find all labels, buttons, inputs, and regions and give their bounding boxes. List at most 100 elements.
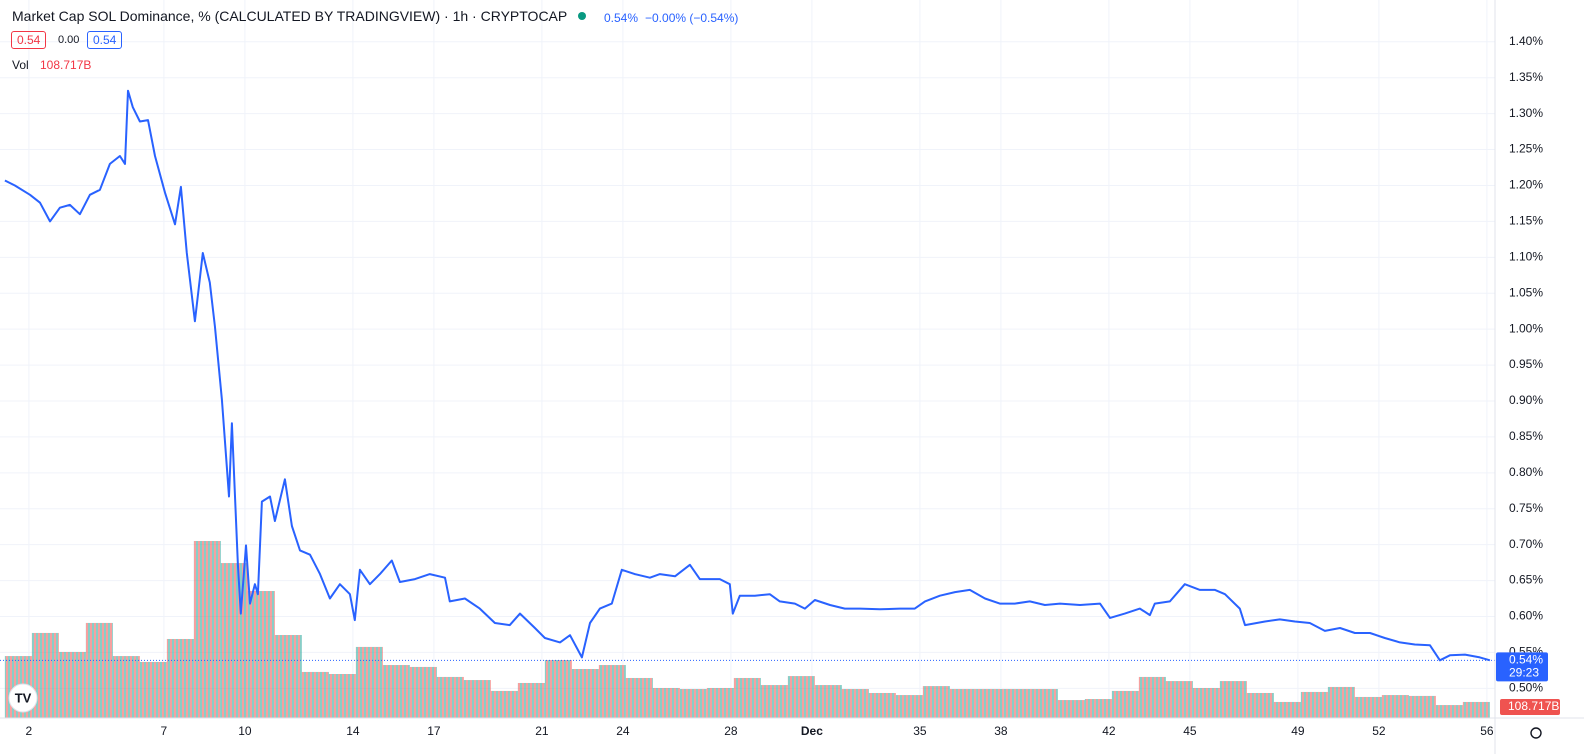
y-tick-label: 0.70% (1509, 537, 1543, 551)
y-tick-label: 1.05% (1509, 285, 1543, 299)
volume-bar (1435, 705, 1463, 718)
y-tick-label: 1.15% (1509, 214, 1543, 228)
volume-bar (1084, 699, 1112, 718)
volume-bar (1003, 689, 1031, 718)
y-tick-label: 0.65% (1509, 573, 1543, 587)
volume-value: 108.717B (40, 58, 92, 72)
x-tick-label: 45 (1183, 724, 1197, 738)
x-tick-label: 7 (161, 724, 168, 738)
volume-bar (1111, 690, 1139, 718)
volume-bar (1219, 681, 1247, 718)
status-dot (578, 12, 586, 20)
x-tick-label: 38 (994, 724, 1008, 738)
volume-bar (544, 660, 572, 718)
countdown: 29:23 (1509, 665, 1539, 679)
volume-bar (1138, 676, 1166, 718)
x-tick-label: 17 (427, 724, 441, 738)
volume-bar (1354, 696, 1382, 718)
volume-last-label: 108.717B (1508, 699, 1559, 713)
volume-bar (1327, 686, 1355, 718)
volume-bar (571, 669, 599, 718)
volume-bar (139, 661, 167, 718)
x-tick-label: 21 (535, 724, 549, 738)
volume-bar (409, 666, 437, 718)
volume-bar (895, 695, 923, 718)
y-tick-label: 0.85% (1509, 429, 1543, 443)
y-tick-label: 0.90% (1509, 393, 1543, 407)
x-tick-label: 52 (1372, 724, 1386, 738)
y-tick-label: 0.50% (1509, 681, 1543, 695)
y-tick-label: 1.30% (1509, 106, 1543, 120)
volume-bar (1246, 692, 1274, 718)
volume-bar (436, 676, 464, 718)
price-line (4, 89, 1491, 662)
spread: 0.00 (58, 34, 80, 46)
y-tick-label: 1.10% (1509, 249, 1543, 263)
volume-bar (328, 674, 356, 718)
y-tick-label: 0.95% (1509, 357, 1543, 371)
x-tick-label: 14 (346, 724, 360, 738)
quote: 0.54% (604, 11, 639, 25)
y-tick-label: 1.25% (1509, 142, 1543, 156)
volume-bar (301, 671, 329, 718)
volume-bar (841, 689, 869, 718)
volume-bar (382, 665, 410, 718)
logo-mark: TV (15, 690, 32, 705)
volume-bar (706, 687, 734, 718)
volume-bar (490, 690, 518, 718)
volume-bar (1057, 700, 1085, 718)
volume-last-box (1500, 699, 1560, 716)
volume-bar (787, 676, 815, 718)
x-tick-label: 56 (1480, 724, 1494, 738)
y-tick-label: 0.80% (1509, 465, 1543, 479)
volume-bar (1030, 689, 1058, 718)
logo[interactable] (8, 683, 38, 713)
y-tick-label: 0.75% (1509, 501, 1543, 515)
volume-bar (679, 689, 707, 718)
volume-bar (625, 677, 653, 718)
volume-bar (85, 622, 113, 718)
volume-bar (1165, 681, 1193, 718)
volume-bar (463, 680, 491, 718)
y-tick-label: 0.60% (1509, 609, 1543, 623)
volume-bar (166, 638, 194, 718)
volume-bar (868, 692, 896, 718)
volume-bar (112, 656, 140, 718)
volume-bar (760, 685, 788, 718)
y-tick-label: 1.40% (1509, 34, 1543, 48)
volume-bar (58, 651, 86, 718)
volume-bar (517, 682, 545, 718)
settings-icon[interactable] (1530, 727, 1542, 739)
volume-name: Vol (12, 58, 29, 72)
x-tick-label: Dec (801, 724, 823, 738)
volume-bar (652, 687, 680, 718)
bid-button[interactable]: 0.54 (11, 31, 47, 49)
ask-button[interactable]: 0.54 (87, 31, 123, 49)
volume-bar (1273, 701, 1301, 718)
x-tick-label: 28 (724, 724, 738, 738)
change: −0.00% (−0.54%) (645, 11, 739, 25)
y-tick-label: 1.00% (1509, 321, 1543, 335)
x-tick-label: 42 (1102, 724, 1116, 738)
volume-bar (922, 686, 950, 718)
x-tick-label: 35 (913, 724, 927, 738)
last-price-box (1496, 652, 1548, 682)
volume-bar (1462, 701, 1490, 718)
volume-bar (1300, 691, 1328, 718)
chart-title: Market Cap SOL Dominance, % (CALCULATED … (12, 8, 568, 24)
volume-bar (598, 665, 626, 718)
volume-bar (247, 591, 275, 718)
volume-bar (274, 635, 302, 718)
x-tick-label: 49 (1291, 724, 1305, 738)
volume-bar (1381, 695, 1409, 718)
y-tick-label: 1.35% (1509, 70, 1543, 84)
x-tick-label: 10 (238, 724, 252, 738)
volume-bar (1192, 687, 1220, 718)
volume-bar (1408, 695, 1436, 718)
x-tick-label: 24 (616, 724, 630, 738)
volume-bar (193, 540, 221, 718)
y-tick-label: 1.20% (1509, 178, 1543, 192)
volume-bar (733, 677, 761, 718)
